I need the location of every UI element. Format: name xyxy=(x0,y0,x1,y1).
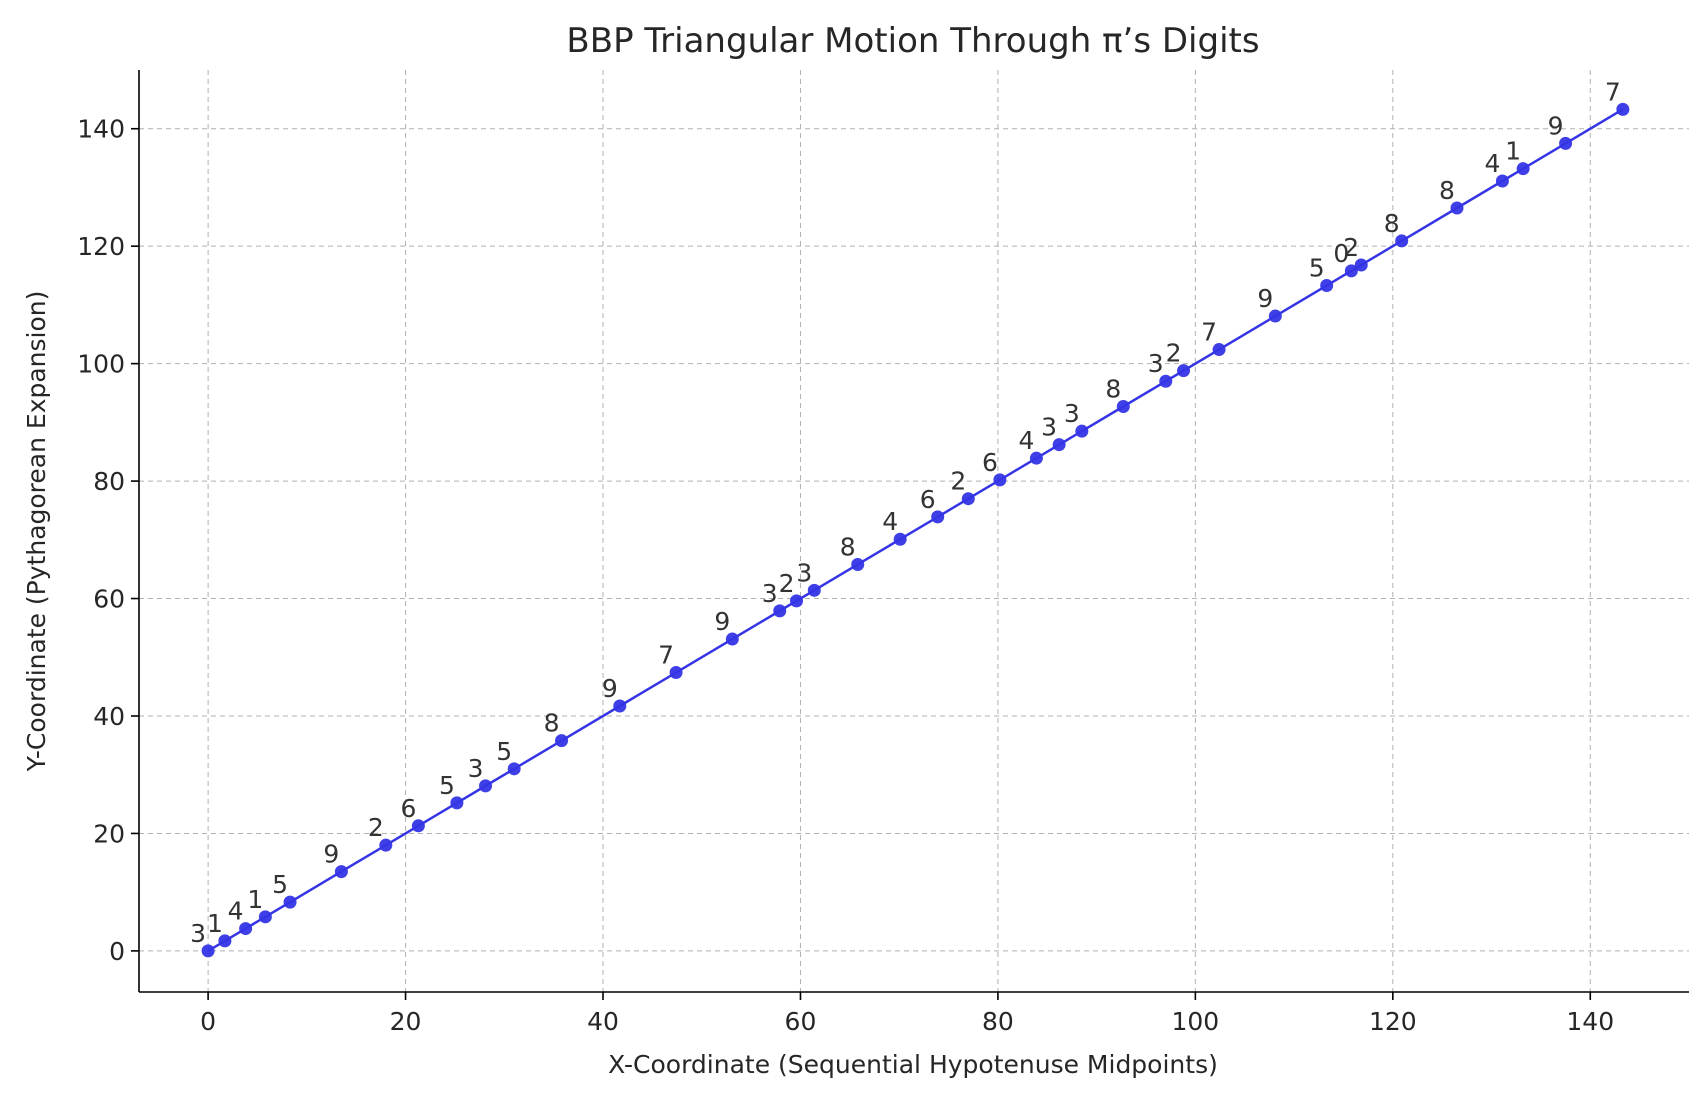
x-ticks: 0 20 40 60 80 100 120 140 xyxy=(200,992,1614,1036)
data-point-label: 6 xyxy=(920,485,936,514)
y-ticks: 0 20 40 60 80 100 120 140 xyxy=(77,115,139,966)
data-point-label: 4 xyxy=(882,507,898,536)
data-point-label: 9 xyxy=(602,674,618,703)
data-point-label: 9 xyxy=(1257,284,1273,313)
x-tick-label: 40 xyxy=(587,1007,619,1036)
data-point-label: 2 xyxy=(368,813,384,842)
chart-title: BBP Triangular Motion Through π’s Digits xyxy=(566,21,1259,61)
data-point-label: 3 xyxy=(468,754,484,783)
y-tick-label: 100 xyxy=(77,350,125,379)
data-point-label: 3 xyxy=(1064,399,1080,428)
y-tick-label: 60 xyxy=(93,585,125,614)
point-labels: 3 1 4 1592653589793 2 3846264 3 383 279502884 197 xyxy=(190,77,1621,948)
data-point-label: 8 xyxy=(1384,209,1400,238)
y-tick-label: 120 xyxy=(77,232,125,261)
data-point-label: 5 xyxy=(496,737,512,766)
x-tick-label: 20 xyxy=(390,1007,422,1036)
data-point-label: 9 xyxy=(323,840,339,869)
data-point-label: 3 xyxy=(190,919,206,948)
data-point-label: 1 xyxy=(247,885,263,914)
data-point-label: 4 xyxy=(228,897,244,926)
y-tick-label: 140 xyxy=(77,115,125,144)
data-point-label: 7 xyxy=(1201,318,1217,347)
data-point-label: 8 xyxy=(1439,176,1455,205)
data-point-label: 1 xyxy=(1505,137,1521,166)
y-tick-label: 0 xyxy=(109,937,125,966)
data-point-label: 5 xyxy=(272,870,288,899)
data-point-label: 5 xyxy=(439,771,455,800)
data-point-label: 2 xyxy=(779,569,795,598)
data-point-label: 8 xyxy=(544,709,560,738)
data-point-label: 8 xyxy=(1105,375,1121,404)
data-point-label: 7 xyxy=(1605,77,1621,106)
data-point-label: 3 xyxy=(1041,413,1057,442)
x-tick-label: 140 xyxy=(1566,1007,1614,1036)
data-point-label: 1 xyxy=(207,909,223,938)
data-point-label: 5 xyxy=(1309,254,1325,283)
data-point-label: 7 xyxy=(658,641,674,670)
data-point-label: 9 xyxy=(714,607,730,636)
x-tick-label: 80 xyxy=(982,1007,1014,1036)
data-point-label: 3 xyxy=(762,579,778,608)
data-point-label: 3 xyxy=(796,558,812,587)
data-point-label: 4 xyxy=(1484,149,1500,178)
x-tick-label: 100 xyxy=(1172,1007,1220,1036)
y-tick-label: 40 xyxy=(93,702,125,731)
y-axis-label: Y-Coordinate (Pythagorean Expansion) xyxy=(22,291,51,773)
x-tick-label: 60 xyxy=(785,1007,817,1036)
data-point-label: 2 xyxy=(1166,339,1182,368)
data-point-label: 9 xyxy=(1548,111,1564,140)
data-point-label: 6 xyxy=(982,448,998,477)
x-tick-label: 0 xyxy=(200,1007,216,1036)
data-point-label: 6 xyxy=(400,794,416,823)
data-point-label: 2 xyxy=(1343,233,1359,262)
x-tick-label: 120 xyxy=(1369,1007,1417,1036)
x-axis-label: X-Coordinate (Sequential Hypotenuse Midp… xyxy=(608,1050,1218,1079)
data-point-label: 3 xyxy=(1148,349,1164,378)
y-tick-label: 80 xyxy=(93,467,125,496)
data-point-label: 4 xyxy=(1018,426,1034,455)
data-point-label: 8 xyxy=(840,532,856,561)
data-point-label: 2 xyxy=(950,467,966,496)
y-tick-label: 20 xyxy=(93,819,125,848)
